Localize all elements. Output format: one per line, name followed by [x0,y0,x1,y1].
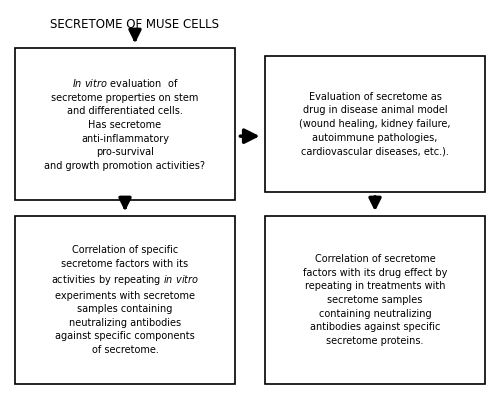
Text: SECRETOME OF MUSE CELLS: SECRETOME OF MUSE CELLS [50,18,219,31]
Text: Evaluation of secretome as
drug in disease animal model
(wound healing, kidney f: Evaluation of secretome as drug in disea… [299,92,451,156]
FancyBboxPatch shape [265,216,485,384]
FancyBboxPatch shape [15,216,235,384]
FancyBboxPatch shape [15,48,235,200]
FancyBboxPatch shape [265,56,485,192]
Text: $\mathit{In\ vitro}$ evaluation  of
secretome properties on stem
and differentia: $\mathit{In\ vitro}$ evaluation of secre… [44,77,205,171]
Text: Correlation of specific
secretome factors with its
activities by repeating $\mat: Correlation of specific secretome factor… [51,245,199,355]
Text: Correlation of secretome
factors with its drug effect by
repeating in treatments: Correlation of secretome factors with it… [303,254,447,346]
